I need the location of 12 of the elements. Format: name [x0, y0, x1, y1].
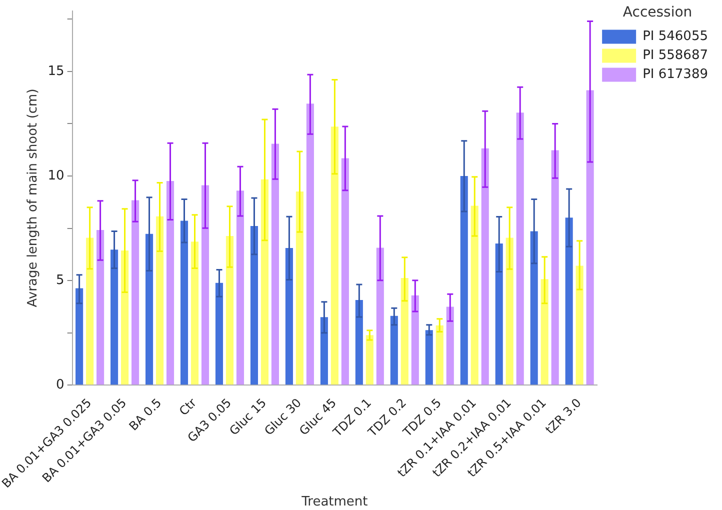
x-tick-label: BA 0.5 — [126, 396, 164, 434]
legend-label: PI 558687 — [642, 48, 708, 64]
legend-title: Accession — [622, 4, 692, 21]
y-tick-label: 0 — [56, 378, 64, 392]
y-axis-title: Avrage length of main shoot (cm) — [25, 88, 40, 308]
y-tick-label: 15 — [48, 64, 64, 79]
y-tick-label: 10 — [48, 168, 64, 184]
y-tick-label: 5 — [56, 272, 64, 288]
x-axis-title: Treatment — [300, 494, 368, 510]
legend-label: PI 546055 — [642, 29, 708, 44]
legend-label: PI 617389 — [642, 67, 708, 82]
x-tick-label: Ctr — [176, 396, 200, 418]
